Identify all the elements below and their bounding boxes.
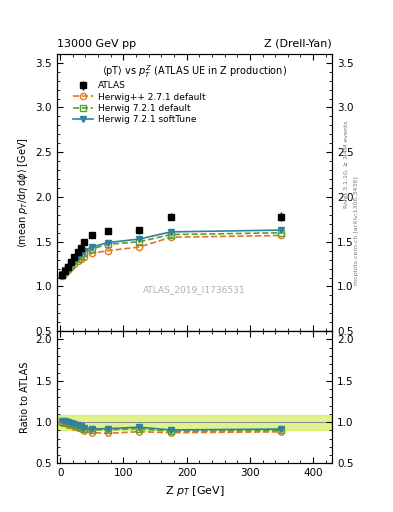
Text: Z (Drell-Yan): Z (Drell-Yan) — [264, 38, 332, 49]
Text: 13000 GeV pp: 13000 GeV pp — [57, 38, 136, 49]
X-axis label: Z $p_T$ [GeV]: Z $p_T$ [GeV] — [165, 484, 224, 498]
Text: ATLAS_2019_I1736531: ATLAS_2019_I1736531 — [143, 285, 246, 294]
Legend: ATLAS, Herwig++ 2.7.1 default, Herwig 7.2.1 default, Herwig 7.2.1 softTune: ATLAS, Herwig++ 2.7.1 default, Herwig 7.… — [70, 78, 209, 127]
Text: $\langle$pT$\rangle$ vs $p_T^Z$ (ATLAS UE in Z production): $\langle$pT$\rangle$ vs $p_T^Z$ (ATLAS U… — [102, 63, 287, 80]
Y-axis label: $\langle$mean $p_T/\mathrm{d}\eta\,\mathrm{d}\phi\rangle$ [GeV]: $\langle$mean $p_T/\mathrm{d}\eta\,\math… — [16, 137, 30, 248]
Text: mcplots.cern.ch [arXiv:1306.3436]: mcplots.cern.ch [arXiv:1306.3436] — [354, 176, 359, 285]
Text: Rivet 3.1.10, ≥ 3.4M events: Rivet 3.1.10, ≥ 3.4M events — [344, 120, 349, 208]
Y-axis label: Ratio to ATLAS: Ratio to ATLAS — [20, 361, 30, 433]
Bar — [57, 415, 332, 430]
